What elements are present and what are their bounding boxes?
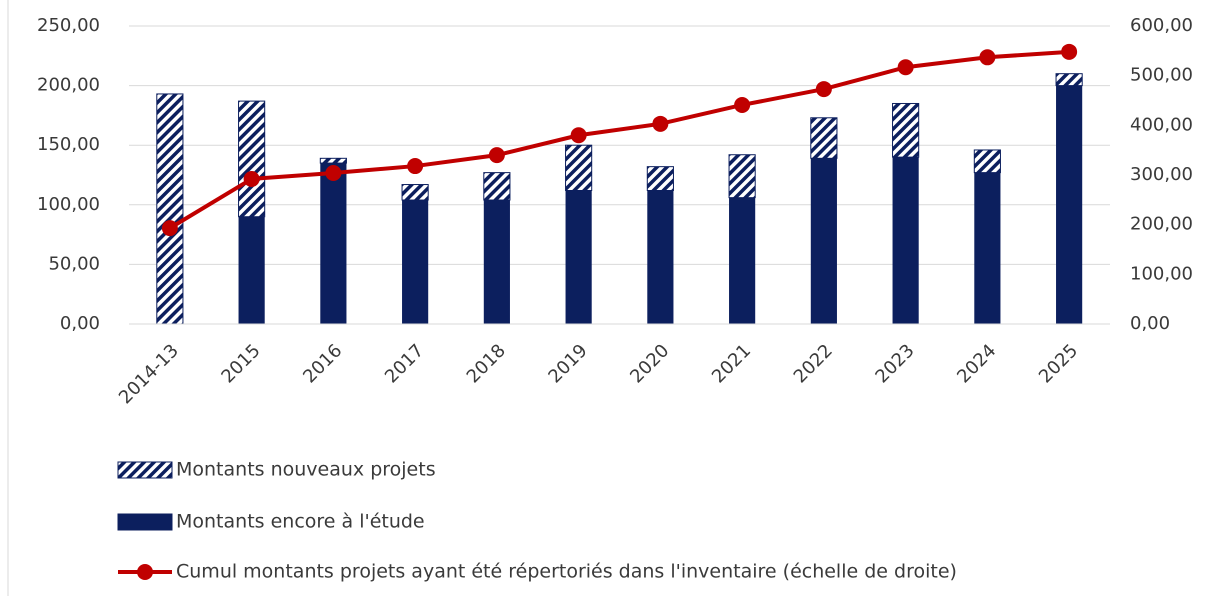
bar bbox=[1056, 85, 1083, 324]
y-tick-label: 0,00 bbox=[60, 313, 100, 334]
bar bbox=[320, 163, 347, 324]
bar bbox=[729, 197, 756, 324]
bar bbox=[892, 102, 920, 158]
bar bbox=[1055, 73, 1083, 87]
x-tick-label: 2022 bbox=[790, 340, 837, 387]
line-marker bbox=[325, 165, 342, 182]
x-tick-label: 2024 bbox=[953, 340, 1000, 387]
line-marker bbox=[815, 81, 832, 98]
x-tick-label: 2015 bbox=[217, 340, 264, 387]
line-marker bbox=[488, 147, 505, 164]
bar bbox=[974, 172, 1001, 324]
line-marker bbox=[407, 158, 424, 175]
bar bbox=[401, 184, 429, 201]
y-tick-label: 100,00 bbox=[37, 194, 100, 215]
bar bbox=[319, 157, 347, 164]
y2-tick-label: 200,00 bbox=[1130, 214, 1193, 235]
bar bbox=[402, 200, 429, 324]
x-tick-label: 2019 bbox=[544, 340, 591, 387]
legend-swatch bbox=[117, 461, 173, 479]
legend-label: Montants nouveaux projets bbox=[176, 459, 436, 481]
bar bbox=[728, 154, 756, 199]
bar bbox=[646, 166, 674, 191]
line-marker bbox=[1061, 43, 1078, 60]
y2-tick-label: 300,00 bbox=[1130, 164, 1193, 185]
line-marker bbox=[243, 170, 260, 187]
x-tick-label: 2016 bbox=[299, 340, 346, 387]
x-tick-label: 2025 bbox=[1035, 340, 1082, 387]
bar bbox=[565, 144, 593, 191]
bar bbox=[238, 100, 266, 218]
bar bbox=[810, 158, 837, 324]
line-marker bbox=[734, 96, 751, 113]
y2-tick-label: 400,00 bbox=[1130, 114, 1193, 135]
line-marker bbox=[897, 59, 914, 76]
y-tick-label: 50,00 bbox=[48, 253, 100, 274]
line-marker bbox=[161, 220, 178, 237]
bar bbox=[483, 200, 510, 324]
bar bbox=[973, 149, 1001, 174]
y2-tick-label: 600,00 bbox=[1130, 15, 1193, 36]
line bbox=[168, 49, 1070, 230]
x-tick-label: 2014-13 bbox=[115, 340, 183, 408]
line-marker bbox=[979, 49, 996, 66]
bar bbox=[810, 117, 838, 159]
line-marker bbox=[652, 115, 669, 132]
x-tick-label: 2023 bbox=[871, 340, 918, 387]
y-tick-label: 250,00 bbox=[37, 15, 100, 36]
x-tick-label: 2018 bbox=[463, 340, 510, 387]
line-marker bbox=[570, 127, 587, 144]
x-tick-label: 2021 bbox=[708, 340, 755, 387]
y-tick-label: 200,00 bbox=[37, 75, 100, 96]
bar bbox=[156, 93, 184, 325]
bar bbox=[892, 157, 919, 324]
x-tick-label: 2017 bbox=[381, 340, 428, 387]
bar bbox=[238, 216, 265, 324]
y2-tick-label: 0,00 bbox=[1130, 313, 1170, 334]
legend-swatch bbox=[117, 513, 173, 531]
legend-label: Montants encore à l'étude bbox=[176, 511, 425, 533]
y2-tick-label: 500,00 bbox=[1130, 65, 1193, 86]
legend-label: Cumul montants projets ayant été réperto… bbox=[176, 561, 957, 583]
y-tick-label: 150,00 bbox=[37, 134, 100, 155]
bar bbox=[647, 190, 674, 324]
bar bbox=[565, 190, 592, 324]
x-tick-label: 2020 bbox=[626, 340, 673, 387]
bar bbox=[483, 172, 511, 201]
legend-swatch bbox=[137, 564, 153, 580]
y2-tick-label: 100,00 bbox=[1130, 263, 1193, 284]
